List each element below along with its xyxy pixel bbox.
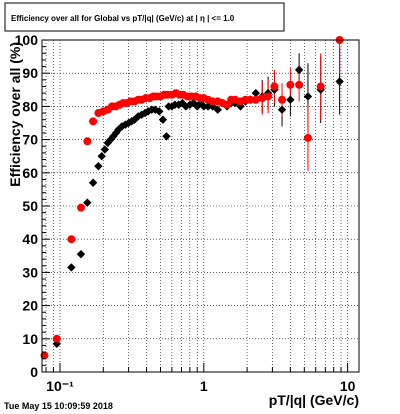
y-tick-label: 60 [22,165,38,181]
data-point-black [94,161,103,171]
data-point-black [277,105,287,114]
data-point-black [303,92,313,101]
data-point-red [286,80,295,89]
y-tick-label: 40 [22,231,38,247]
data-point-red [83,137,92,146]
data-point-black [203,102,213,111]
data-point-red [76,203,85,212]
x-tick-label: 1 [200,378,208,394]
data-point-black [109,132,118,141]
data-point-red [67,235,76,244]
x-tick-label: 10 [340,378,356,394]
y-tick-label: 10 [22,331,38,347]
data-point-black [83,198,92,207]
title-box [4,2,285,32]
data-point-black [213,105,222,114]
x-axis-title: pT/|q| (GeV/c) [269,392,359,408]
data-point-black [76,249,86,259]
series-group [40,36,344,360]
data-point-black [189,98,198,108]
data-point-red [251,95,260,104]
data-point-red [278,95,287,104]
y-tick-label: 0 [30,364,38,380]
plot-frame [41,39,360,373]
data-point-black [67,263,76,272]
data-point-red [246,95,255,104]
data-point-black [121,120,130,129]
y-tick-label: 30 [22,264,38,280]
chart-title: Efficiency over all for Global vs pT/|q|… [11,14,235,23]
data-point-black [111,128,121,138]
data-point-red [270,82,279,91]
y-tick-label: 90 [22,65,38,81]
data-point-red [52,334,61,343]
y-tick-label: 80 [22,98,38,114]
data-point-black [294,65,304,75]
data-point-black [97,152,106,161]
y-tick-label: 20 [22,298,38,314]
data-point-black [158,115,168,124]
grid [42,39,359,373]
data-point-red [316,82,325,91]
data-point-black [162,132,171,141]
data-point-black [167,102,177,111]
data-point-red [89,117,98,126]
data-point-black [127,117,136,126]
timestamp: Tue May 15 10:09:59 2018 [4,401,113,411]
data-point-black [199,102,208,111]
y-tick-label: 100 [15,32,39,48]
y-axis-title: Efficiency over all (%) [7,42,23,187]
data-point-black [236,102,245,111]
x-tick-label: 10⁻¹ [46,378,74,394]
axes: 0 10 20 30 40 50 60 70 80 90 100 10⁻¹ 1 10 [15,32,360,394]
data-point-black [88,178,98,187]
y-tick-label: 70 [22,132,38,148]
y-tick-label: 50 [22,198,38,214]
data-point-red [303,133,312,142]
data-point-red [264,92,273,101]
data-point-black [251,88,261,98]
data-point-red [295,80,304,89]
data-point-black [335,77,344,86]
data-point-black [100,145,110,154]
data-point-black [155,107,164,116]
data-point-black [286,95,295,104]
